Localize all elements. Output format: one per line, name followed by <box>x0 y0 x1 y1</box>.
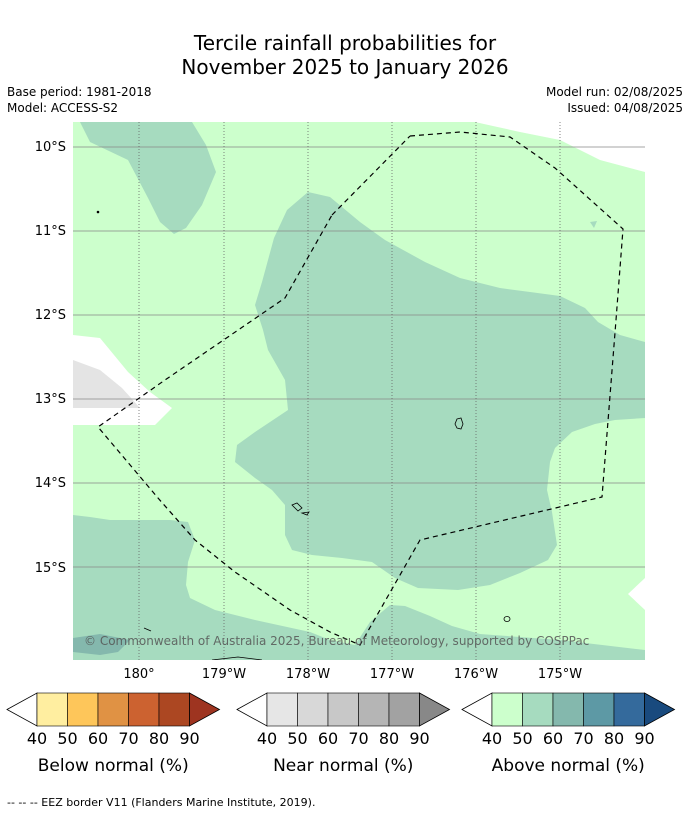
near-normal-40-50-region <box>73 360 140 408</box>
colorbar-segment <box>297 692 329 727</box>
lat-label: 11°S <box>35 224 66 239</box>
above-normal-50-60-small-patch <box>590 221 597 228</box>
colorbar-segment <box>128 692 160 727</box>
colorbar-tick-label: 40 <box>27 729 47 748</box>
model-run-text: Model run: 02/08/2025 <box>545 85 683 99</box>
colorbar-tick-label: 50 <box>287 729 307 748</box>
colorbar-title: Above normal (%) <box>492 756 645 776</box>
lat-label: 12°S <box>35 308 66 323</box>
colorbar-high-arrow <box>644 692 676 727</box>
longitude-labels: 180° 179°W 178°W 177°W 176°W 175°W <box>123 667 582 682</box>
lon-label: 177°W <box>370 667 414 682</box>
issued-text: Issued: 04/08/2025 <box>567 101 683 115</box>
colorbar-legend: 40 50 60 70 80 90 Above normal (%) <box>461 692 676 776</box>
chart-title: Tercile rainfall probabilities for Novem… <box>0 31 690 79</box>
colorbar-tick-label: 80 <box>149 729 169 748</box>
island-outline-south <box>503 616 511 622</box>
colorbar-segment <box>583 692 615 727</box>
eez-border <box>97 131 624 646</box>
colorbar-segment <box>552 692 584 727</box>
legends: 40 50 60 70 80 90 Below normal (%) 40 50 60 70 80 90… <box>6 692 676 776</box>
colorbar-title: Near normal (%) <box>273 756 413 776</box>
neutral-region-top-right <box>475 122 645 172</box>
colorbar-segment <box>613 692 645 727</box>
colorbar-tick-label: 70 <box>348 729 368 748</box>
colorbar-tick-label: 70 <box>573 729 593 748</box>
footnote: -- -- -- EEZ border V11 (Flanders Marine… <box>7 796 316 809</box>
lon-label: 180° <box>123 667 154 682</box>
base-period-text: Base period: 1981-2018 <box>7 85 152 99</box>
meta-right: Model run: 02/08/2025 Issued: 04/08/2025 <box>546 84 683 116</box>
above-normal-50-60-region-central <box>235 192 645 590</box>
copyright-text: © Commonwealth of Australia 2025, Bureau… <box>84 634 589 648</box>
colorbar-tick-label: 60 <box>318 729 338 748</box>
colorbar-tick-label: 50 <box>57 729 77 748</box>
meta-left: Base period: 1981-2018 Model: ACCESS-S2 <box>7 84 152 116</box>
latitude-gridlines <box>73 146 645 568</box>
colorbar-segment <box>491 692 523 727</box>
model-text: Model: ACCESS-S2 <box>7 101 119 115</box>
colorbar-low-arrow <box>6 692 38 727</box>
latitude-labels: 10°S 11°S 12°S 13°S 14°S 15°S <box>35 140 66 576</box>
above-normal-50-60-region-southwest <box>73 515 645 660</box>
colorbar-high-arrow <box>419 692 451 727</box>
colorbar-segment <box>388 692 420 727</box>
island-outline-southwest-edge <box>143 627 152 632</box>
colorbar-segment <box>266 692 298 727</box>
colorbar-segment <box>36 692 68 727</box>
colorbar-tick-label: 90 <box>409 729 429 748</box>
colorbar-tick-label: 90 <box>634 729 654 748</box>
colorbar-tick-label: 40 <box>257 729 277 748</box>
lon-label: 176°W <box>454 667 498 682</box>
lon-label: 178°W <box>286 667 330 682</box>
colorbar-legend: 40 50 60 70 80 90 Near normal (%) <box>236 692 451 776</box>
colorbar-title: Below normal (%) <box>38 756 189 776</box>
island-outline-central <box>454 417 464 430</box>
island-outline-southwest <box>291 502 303 512</box>
island-outline-southwest-small <box>300 511 310 516</box>
colorbar-segment <box>327 692 359 727</box>
colorbar-tick-label: 60 <box>88 729 108 748</box>
lat-label: 15°S <box>35 561 66 576</box>
lon-label: 179°W <box>202 667 246 682</box>
colorbar-tick-label: 90 <box>179 729 199 748</box>
above-normal-50-60-region-northwest <box>80 122 216 234</box>
colorbar-segment <box>97 692 129 727</box>
island-dot-northwest <box>96 210 100 214</box>
neutral-region-right-edge <box>628 578 645 610</box>
colorbar-low-arrow <box>236 692 268 727</box>
lat-label: 14°S <box>35 476 66 491</box>
above-normal-60-70-region <box>73 634 130 655</box>
eez-border-closing <box>331 135 411 216</box>
colorbar-tick-label: 40 <box>482 729 502 748</box>
colorbar-tick-label: 50 <box>512 729 532 748</box>
colorbar-high-arrow <box>189 692 221 727</box>
lat-label: 13°S <box>35 392 66 407</box>
colorbar-segment <box>158 692 190 727</box>
title-line-2: November 2025 to January 2026 <box>181 55 509 79</box>
colorbar-segment <box>522 692 554 727</box>
island-outlines <box>96 210 511 660</box>
colorbar-low-arrow <box>461 692 493 727</box>
map-plot-area <box>73 122 645 660</box>
lon-label: 175°W <box>538 667 582 682</box>
lat-label: 10°S <box>35 140 66 155</box>
title-line-1: Tercile rainfall probabilities for <box>193 31 497 55</box>
colorbar-tick-label: 80 <box>379 729 399 748</box>
colorbar-tick-label: 60 <box>543 729 563 748</box>
colorbar-segment <box>358 692 390 727</box>
colorbar-tick-label: 80 <box>604 729 624 748</box>
island-outline-south-edge <box>211 656 263 660</box>
colorbar-legend: 40 50 60 70 80 90 Below normal (%) <box>6 692 221 776</box>
colorbar-tick-label: 70 <box>118 729 138 748</box>
colorbar-segment <box>67 692 99 727</box>
